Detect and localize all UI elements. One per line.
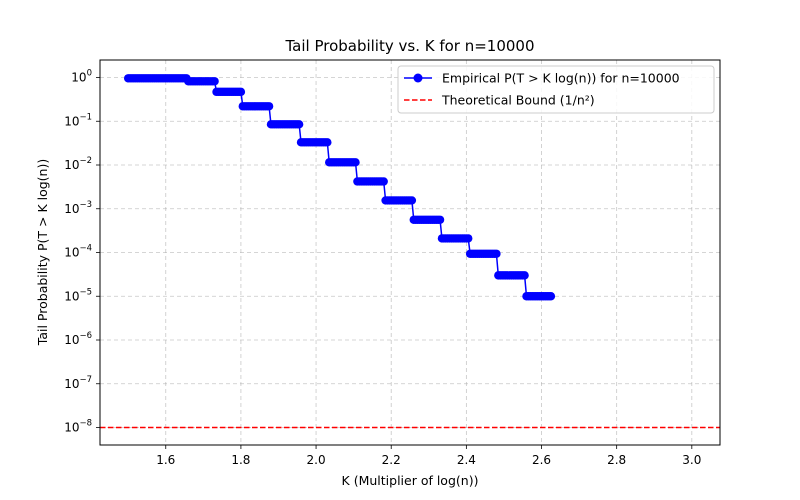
x-tick-label: 2.4 — [457, 453, 476, 467]
empirical-point — [294, 120, 304, 129]
legend-label-empirical: Empirical P(T > K log(n)) for n=10000 — [442, 71, 680, 86]
x-tick-label: 2.0 — [307, 453, 326, 467]
x-tick-label: 2.6 — [532, 453, 551, 467]
x-tick-label: 1.6 — [156, 453, 175, 467]
empirical-point — [210, 77, 219, 86]
tick-layer: 1.6 1.8 2.0 2.2 2.4 2.6 2.8 3.0 100 10−1 10−2 10−3 1… — [64, 69, 701, 468]
x-axis-label: K (Multiplier of log(n)) — [342, 473, 479, 488]
empirical-series-group — [123, 74, 556, 301]
legend-label-bound: Theoretical Bound (1/n²) — [441, 93, 595, 108]
x-tick-label: 2.8 — [607, 453, 626, 467]
y-tick-label: 10−7 — [64, 375, 92, 391]
y-tick-label: 10−6 — [64, 331, 92, 347]
legend-box — [397, 65, 715, 114]
y-tick-label: 10−3 — [64, 200, 92, 216]
empirical-point — [323, 138, 332, 147]
legend-marker-empirical — [413, 73, 423, 83]
y-tick-label: 10−2 — [64, 156, 92, 172]
x-tick-label: 1.8 — [231, 453, 250, 467]
empirical-point — [464, 234, 473, 243]
empirical-point — [236, 87, 246, 97]
legend: Empirical P(T > K log(n)) for n=10000 Th… — [397, 65, 715, 114]
empirical-point — [520, 271, 529, 280]
y-tick-label: 100 — [71, 69, 92, 85]
empirical-point — [264, 102, 274, 111]
empirical-point — [351, 158, 360, 167]
empirical-point — [492, 249, 501, 258]
chart-title: Tail Probability vs. K for n=10000 — [284, 37, 534, 55]
y-tick-label: 10−5 — [64, 287, 92, 303]
empirical-point — [407, 196, 417, 205]
empirical-point — [546, 292, 556, 301]
x-tick-label: 2.2 — [382, 453, 401, 467]
y-axis-label: Tail Probability P(T > K log(n)) — [35, 159, 50, 346]
empirical-point — [435, 215, 445, 224]
y-tick-label: 10−8 — [64, 419, 92, 435]
y-tick-label: 10−1 — [64, 112, 92, 128]
data-layer — [100, 74, 720, 429]
y-tick-label: 10−4 — [64, 244, 92, 260]
x-tick-label: 3.0 — [682, 453, 701, 467]
empirical-point — [379, 177, 388, 186]
